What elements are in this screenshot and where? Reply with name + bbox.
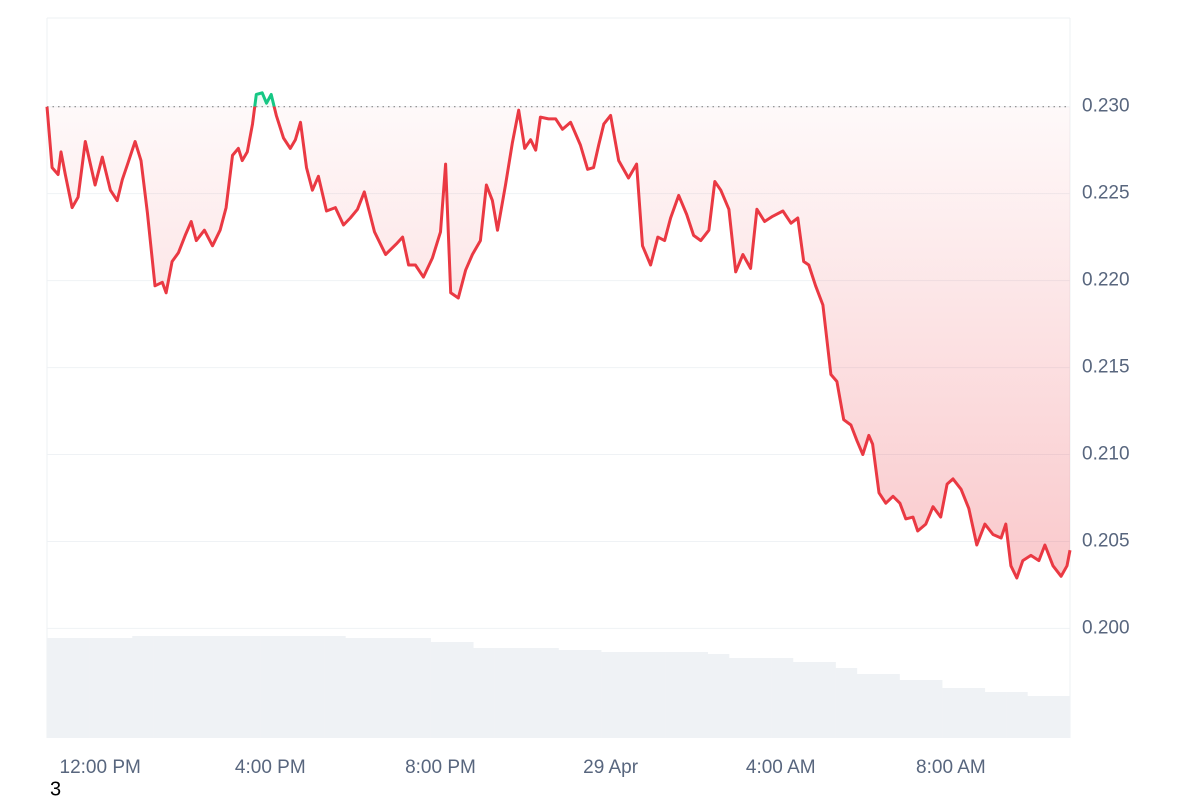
volume-bar <box>729 658 751 738</box>
volume-bar <box>558 650 581 738</box>
y-tick-label: 0.215 <box>1082 357 1130 378</box>
volume-bar <box>409 638 431 738</box>
x-tick-label: 8:00 PM <box>405 757 476 778</box>
volume-bar <box>388 638 410 738</box>
volume-bar <box>643 652 666 738</box>
volume-bar <box>238 636 261 738</box>
volume-bar <box>665 652 687 738</box>
volume-bar <box>153 636 176 738</box>
axes: 0.200 0.205 0.210 0.215 0.220 0.225 0.230 12:00… <box>60 96 1130 778</box>
volume-bar <box>537 648 559 738</box>
volume-bar <box>281 636 304 738</box>
x-tick-label: 29 Apr <box>583 757 639 778</box>
volume-bar <box>366 638 389 738</box>
volume-bar <box>856 674 879 738</box>
volume-bar <box>110 638 133 738</box>
page-number: 3 <box>50 778 61 800</box>
y-tick-label: 0.200 <box>1082 617 1130 638</box>
x-tick-label: 12:00 PM <box>60 757 141 778</box>
volume-bar <box>89 638 112 738</box>
volume-bar <box>920 680 943 738</box>
volume-bar <box>942 688 964 738</box>
y-tick-label: 0.210 <box>1082 444 1130 465</box>
volume-bar <box>622 652 645 738</box>
volume-bar <box>835 668 858 738</box>
volume-bar <box>707 654 730 738</box>
volume-bar <box>686 652 708 738</box>
volume-bar <box>1027 696 1049 738</box>
volume-bar <box>750 658 772 738</box>
volume-bar <box>47 638 69 738</box>
volume-bar <box>601 652 623 738</box>
volume-bar <box>899 680 922 738</box>
volume-bar <box>302 636 325 738</box>
volume-bar <box>579 650 602 738</box>
volume-bar <box>1048 696 1071 738</box>
price-line <box>45 91 1072 580</box>
volume-bar <box>494 648 517 738</box>
volume-bar <box>963 688 986 738</box>
y-tick-label: 0.225 <box>1082 183 1130 204</box>
volume-bar <box>324 636 346 738</box>
y-tick-label: 0.220 <box>1082 270 1130 291</box>
volume-bars <box>47 636 1071 738</box>
volume-bar <box>984 692 1007 738</box>
x-tick-label: 4:00 AM <box>746 757 816 778</box>
volume-bar <box>515 648 538 738</box>
y-tick-label: 0.230 <box>1082 96 1130 117</box>
volume-bar <box>792 662 815 738</box>
area-fill <box>47 92 1070 579</box>
volume-bar <box>68 638 90 738</box>
volume-bar <box>217 636 240 738</box>
volume-bar <box>196 636 218 738</box>
volume-bar <box>771 658 794 738</box>
volume-bar <box>132 636 154 738</box>
volume-bar <box>345 638 367 738</box>
volume-bar <box>174 636 197 738</box>
volume-bar <box>451 642 474 738</box>
volume-bar <box>260 636 282 738</box>
x-tick-label: 8:00 AM <box>916 757 986 778</box>
plot <box>45 91 1072 580</box>
volume-bar <box>430 642 453 738</box>
y-tick-label: 0.205 <box>1082 530 1130 551</box>
volume-bar <box>1006 692 1028 738</box>
volume-bar <box>814 662 836 738</box>
volume-bar <box>878 674 900 738</box>
x-tick-label: 4:00 PM <box>235 757 306 778</box>
volume-bar <box>473 648 495 738</box>
